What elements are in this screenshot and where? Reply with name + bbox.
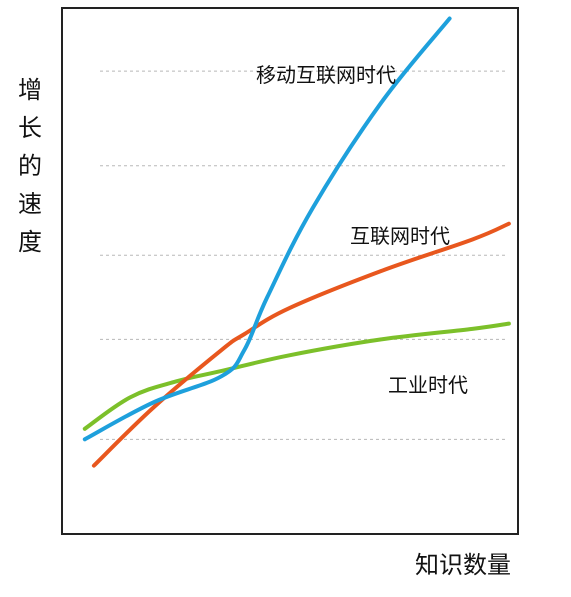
y-axis-label-char: 增 (18, 76, 42, 104)
y-axis-label-char: 度 (18, 228, 42, 256)
y-axis-label-char: 的 (18, 152, 42, 180)
series-label-0: 移动互联网时代 (256, 63, 396, 87)
plot-frame (61, 7, 519, 535)
x-axis-label: 知识数量 (415, 551, 511, 579)
y-axis-label-char: 速 (18, 190, 42, 218)
y-axis-label-char: 长 (18, 114, 42, 142)
series-line-2 (82, 321, 511, 431)
series-label-2: 工业时代 (388, 373, 468, 397)
series-label-1: 互联网时代 (350, 224, 450, 248)
series-line-0 (82, 16, 452, 442)
series-line-1 (91, 221, 511, 468)
